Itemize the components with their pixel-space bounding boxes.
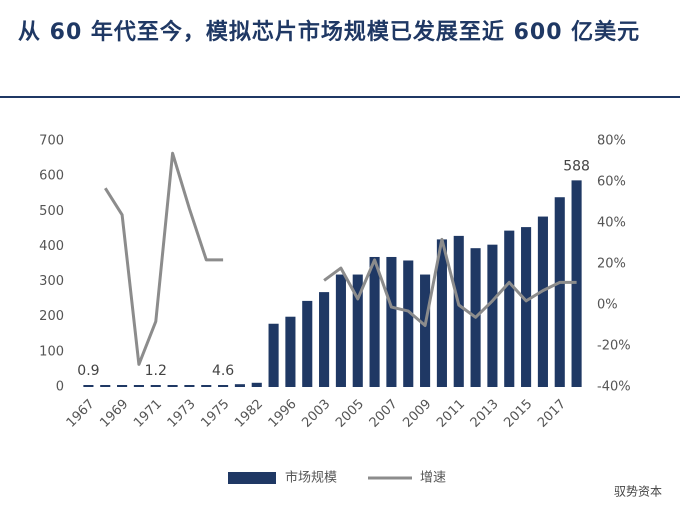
bar (100, 385, 111, 387)
bar (319, 292, 330, 387)
bar (302, 300, 313, 387)
y-tick-label: 300 (39, 274, 64, 289)
value-label: 0.9 (77, 363, 99, 379)
value-label: 4.6 (212, 363, 234, 379)
x-tick-label: 1973 (165, 397, 199, 431)
legend-label: 市场规模 (285, 470, 337, 486)
bar (83, 385, 94, 387)
bar (150, 385, 161, 387)
bar (537, 216, 548, 387)
y2-tick-label: -20% (597, 339, 631, 354)
bar (436, 239, 447, 387)
y-tick-label: 400 (39, 239, 64, 254)
x-tick-label: 1982 (232, 397, 266, 431)
bar (369, 256, 380, 387)
x-tick-label: 2003 (299, 397, 333, 431)
x-tick-label: 2009 (400, 397, 434, 431)
x-tick-label: 1971 (131, 397, 165, 431)
bar (133, 385, 144, 387)
y2-tick-label: 60% (597, 175, 626, 190)
x-tick-label: 2017 (535, 397, 569, 431)
x-tick-label: 1996 (266, 397, 300, 431)
chart-title: 从 60 年代至今，模拟芯片市场规模已发展至近 600 亿美元 (18, 20, 641, 45)
bar (251, 382, 262, 387)
bar (234, 384, 245, 387)
bar (554, 197, 565, 387)
bar (285, 316, 296, 387)
growth-line (104, 151, 577, 366)
x-tick-label: 1969 (97, 397, 131, 431)
y2-tick-label: 0% (597, 298, 618, 313)
y2-tick-label: 40% (597, 216, 626, 231)
bar (403, 260, 414, 387)
bar (521, 227, 532, 387)
x-tick-label: 2015 (501, 397, 535, 431)
value-label: 588 (563, 158, 590, 174)
bar (335, 274, 346, 387)
x-tick-label: 2005 (333, 397, 367, 431)
bar (117, 385, 128, 387)
value-label: 1.2 (145, 363, 167, 379)
y-tick-label: 600 (39, 169, 64, 184)
y2-tick-label: 20% (597, 257, 626, 272)
y-tick-label: 700 (39, 134, 64, 149)
bar (352, 274, 363, 387)
bar (268, 323, 279, 387)
bar (218, 385, 229, 387)
title-rule (0, 96, 680, 98)
y-tick-label: 500 (39, 204, 64, 219)
y2-tick-label: -40% (597, 380, 631, 395)
x-tick-label: 2013 (468, 397, 502, 431)
legend-label: 增速 (420, 471, 446, 486)
y-tick-label: 100 (39, 344, 64, 359)
x-tick-label: 1967 (64, 397, 98, 431)
bar (386, 256, 397, 387)
y2-tick-label: 80% (597, 134, 626, 149)
bar (167, 385, 178, 387)
bar (453, 235, 464, 387)
bar (487, 244, 498, 387)
x-tick-label: 1975 (198, 397, 232, 431)
y-tick-label: 0 (56, 380, 64, 395)
legend-swatch (228, 472, 276, 484)
y-tick-label: 200 (39, 309, 64, 324)
watermark: 驭势资本 (614, 485, 662, 499)
bar (420, 274, 431, 387)
bar (201, 385, 212, 387)
bar (184, 385, 195, 387)
bar (504, 230, 515, 387)
x-tick-label: 2007 (367, 397, 401, 431)
x-tick-label: 2011 (434, 397, 468, 431)
